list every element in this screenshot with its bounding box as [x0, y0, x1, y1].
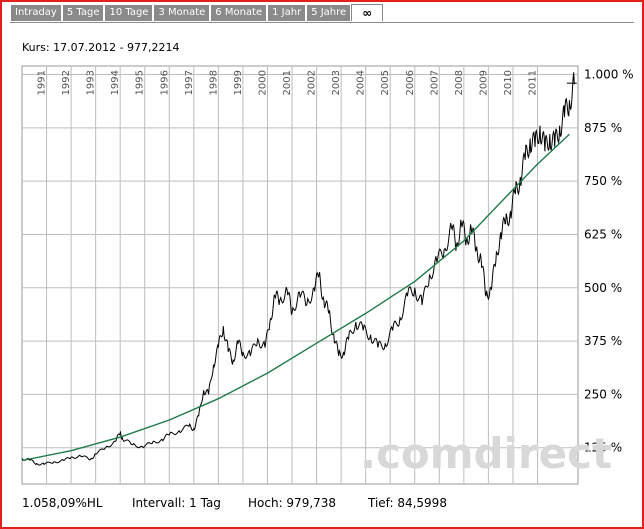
- period-tabs: Intraday 5 Tage 10 Tage 3 Monate 6 Monate 1 J…: [10, 4, 384, 21]
- x-tick-label: 2007: [429, 70, 440, 95]
- x-tick-label: 2008: [454, 70, 465, 95]
- tab-intraday[interactable]: Intraday: [10, 4, 62, 21]
- y-tick-label: 750 %: [584, 174, 622, 188]
- x-tick-label: 2009: [478, 70, 489, 95]
- y-tick-label: 1.000 %: [584, 68, 634, 82]
- y-tick-label: 250 %: [584, 387, 622, 401]
- x-tick-label: 1996: [159, 70, 170, 95]
- x-tick-label: 1995: [135, 70, 146, 95]
- x-tick-label: 2010: [503, 70, 514, 95]
- tab-underline: [10, 22, 634, 23]
- x-tick-label: 2006: [405, 70, 416, 95]
- kurs-label: Kurs: 17.07.2012 - 977,2214: [22, 41, 180, 54]
- x-tick-label: 2003: [331, 70, 342, 95]
- x-tick-label: 1998: [208, 70, 219, 95]
- low-value: Tief: 84,5998: [368, 496, 447, 510]
- high-value: Hoch: 979,738: [248, 496, 337, 510]
- x-tick-label: 2001: [282, 70, 293, 95]
- tab-5-tage[interactable]: 5 Tage: [61, 4, 105, 21]
- x-tick-label: 2002: [307, 70, 318, 95]
- y-tick-label: 125 %: [584, 441, 622, 455]
- trend-line: [21, 133, 570, 462]
- price-line: [21, 72, 575, 466]
- y-tick-label: 500 %: [584, 281, 622, 295]
- x-tick-label: 1993: [86, 70, 97, 95]
- x-tick-label: 2005: [380, 70, 391, 95]
- tab-10-tage[interactable]: 10 Tage: [104, 4, 154, 21]
- x-tick-label: 2004: [356, 70, 367, 95]
- tab-1-jahr[interactable]: 1 Jahr: [267, 4, 307, 21]
- x-tick-label: 1997: [184, 70, 195, 95]
- comdirect-watermark: .comdirect: [360, 429, 612, 478]
- x-tick-label: 1992: [61, 70, 72, 95]
- tab-6-monate[interactable]: 6 Monate: [210, 4, 268, 21]
- y-tick-label: 375 %: [584, 334, 622, 348]
- interval-label: Intervall: 1 Tag: [132, 496, 221, 510]
- tab-3-monate[interactable]: 3 Monate: [153, 4, 211, 21]
- y-tick-label: 625 %: [584, 227, 622, 241]
- tab-5-jahre[interactable]: 5 Jahre: [306, 4, 352, 21]
- change-percent: 1.058,09%HL: [22, 496, 103, 510]
- x-tick-label: 2011: [527, 70, 538, 95]
- x-tick-label: 1999: [233, 70, 244, 95]
- y-tick-label: 875 %: [584, 121, 622, 135]
- x-tick-label: 1994: [110, 70, 121, 95]
- price-chart: 125 % 250 % 375 % 500 % 625 % 750 % 875 % 1.000…: [21, 65, 634, 485]
- plot-area: [21, 65, 579, 485]
- x-tick-label: 2000: [257, 70, 268, 95]
- x-tick-label: 1991: [37, 70, 48, 95]
- tab-max[interactable]: ∞: [351, 4, 384, 21]
